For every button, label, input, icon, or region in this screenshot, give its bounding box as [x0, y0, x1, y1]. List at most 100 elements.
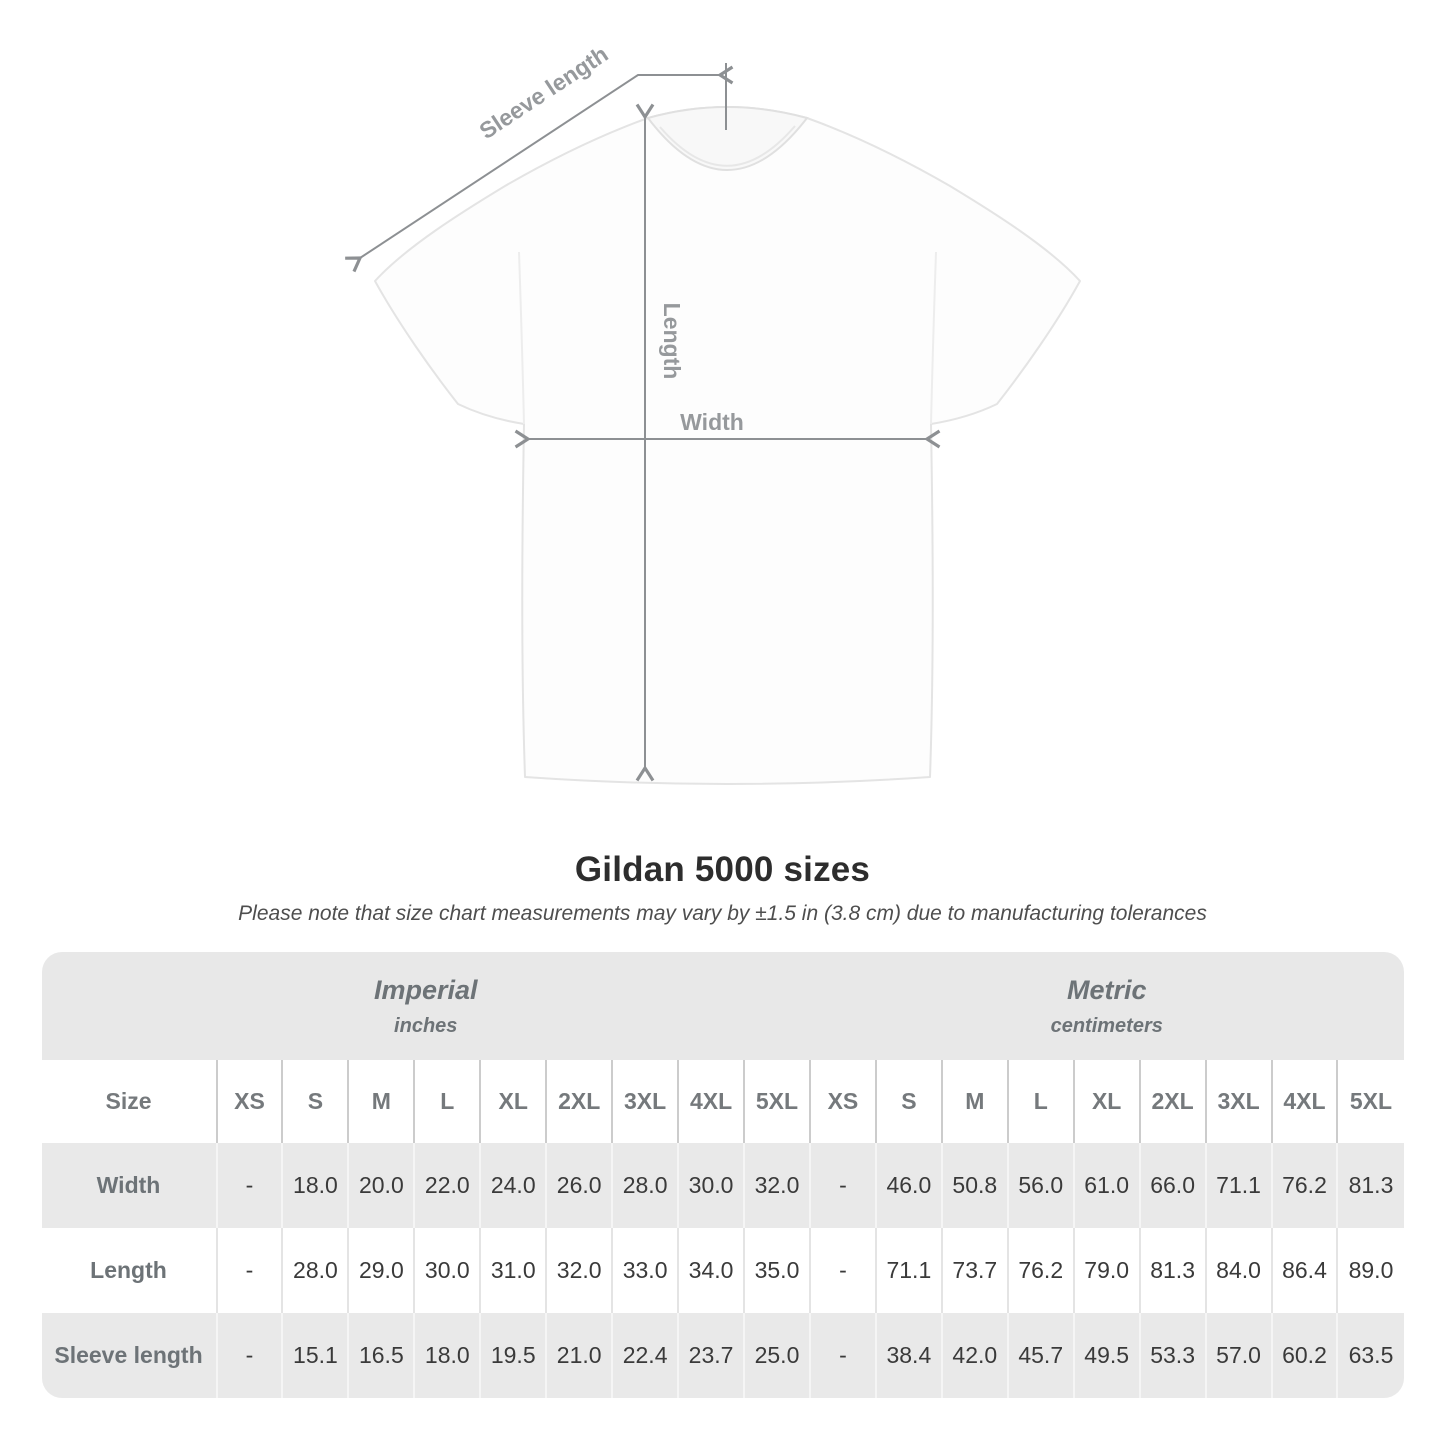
measurement-value: 22.0	[413, 1143, 481, 1228]
size-table: Imperial inches Metric centimeters Size …	[41, 952, 1404, 1398]
measurement-value: 60.2	[1270, 1313, 1338, 1398]
measurement-value: 18.0	[413, 1313, 481, 1398]
size-column-header: XS	[215, 1060, 283, 1143]
measurement-value: 32.0	[545, 1228, 613, 1313]
size-column-header: 4XL	[677, 1060, 745, 1143]
measurement-value: -	[808, 1143, 876, 1228]
measurement-value: 71.1	[874, 1228, 942, 1313]
measurement-value: 71.1	[1204, 1143, 1272, 1228]
measurement-value: 89.0	[1336, 1228, 1404, 1313]
size-column-header: S	[874, 1060, 942, 1143]
measurement-value: 53.3	[1138, 1313, 1206, 1398]
size-column-header: L	[1006, 1060, 1074, 1143]
size-column-header: M	[940, 1060, 1008, 1143]
imperial-label: Imperial	[373, 974, 478, 1005]
page-title: Gildan 5000 sizes	[574, 850, 871, 889]
measurement-value: 81.3	[1138, 1228, 1206, 1313]
measurement-value: 50.8	[940, 1143, 1008, 1228]
tshirt-body	[374, 106, 1081, 785]
length-label: Length	[659, 303, 685, 380]
left-sleeve-seam	[518, 251, 525, 425]
measurement-value: 23.7	[677, 1313, 745, 1398]
measurement-value: 28.0	[281, 1228, 349, 1313]
tshirt-graphic: Sleeve length Length Width	[345, 41, 1081, 785]
imperial-header: Imperial inches	[41, 952, 810, 1060]
tshirt-measurement-diagram: Sleeve length Length Width	[345, 41, 1081, 785]
sleeve-length-arrow	[345, 65, 734, 273]
measurement-value: 31.0	[479, 1228, 547, 1313]
size-header-row: Size XS S M L XL 2XL 3XL 4XL 5XL XS S M L XL 2XL 3XL 4XL…	[41, 1060, 1404, 1143]
measurement-value: 76.2	[1006, 1228, 1074, 1313]
size-column-header: 2XL	[1138, 1060, 1206, 1143]
measurement-value: -	[215, 1228, 283, 1313]
measurement-value: 81.3	[1336, 1143, 1404, 1228]
measurement-value: 30.0	[677, 1143, 745, 1228]
size-column-title: Size	[41, 1060, 217, 1143]
measurement-value: 84.0	[1204, 1228, 1272, 1313]
measurement-value: 30.0	[413, 1228, 481, 1313]
measurement-value: 76.2	[1270, 1143, 1338, 1228]
size-column-header: 3XL	[1204, 1060, 1272, 1143]
right-sleeve-seam	[930, 251, 937, 425]
size-column-header: 5XL	[1336, 1060, 1404, 1143]
measurement-value: 66.0	[1138, 1143, 1206, 1228]
tolerance-note: Please note that size chart measurements…	[238, 902, 1207, 925]
size-column-header: XS	[808, 1060, 876, 1143]
measurement-row: Sleeve length -15.1 16.5 18.0 19.5 21.0 22.4 23…	[41, 1313, 1404, 1398]
measurement-value: 63.5	[1336, 1313, 1404, 1398]
measurement-rows: Width -18.0 20.0 22.0 24.0 26.0 28.0 30.0 32.0-4…	[41, 1143, 1404, 1398]
measurement-value: -	[215, 1313, 283, 1398]
measurement-value: 34.0	[677, 1228, 745, 1313]
measurement-value: 18.0	[281, 1143, 349, 1228]
size-column-header: 3XL	[611, 1060, 679, 1143]
measurement-label: Length	[90, 1257, 167, 1283]
measurement-value: -	[215, 1143, 283, 1228]
measurement-value: -	[808, 1313, 876, 1398]
measurement-value: 20.0	[347, 1143, 415, 1228]
measurement-value: 49.5	[1072, 1313, 1140, 1398]
measurement-value: 33.0	[611, 1228, 679, 1313]
measurement-value: 29.0	[347, 1228, 415, 1313]
size-column-header: 4XL	[1270, 1060, 1338, 1143]
size-column-header: L	[413, 1060, 481, 1143]
measurement-value: 86.4	[1270, 1228, 1338, 1313]
measurement-value: 45.7	[1006, 1313, 1074, 1398]
measurement-row: Width -18.0 20.0 22.0 24.0 26.0 28.0 30.0 32.0-4…	[41, 1143, 1404, 1228]
measurement-label: Sleeve length	[54, 1342, 203, 1368]
measurement-value: 25.0	[743, 1313, 810, 1398]
measurement-value: 79.0	[1072, 1228, 1140, 1313]
measurement-value: 57.0	[1204, 1313, 1272, 1398]
imperial-units: inches	[394, 1014, 458, 1037]
measurement-value: 26.0	[545, 1143, 613, 1228]
measurement-value: 19.5	[479, 1313, 547, 1398]
size-table-grid: Imperial inches Metric centimeters Size …	[41, 952, 1404, 1398]
measurement-value: 28.0	[611, 1143, 679, 1228]
measurement-value: 35.0	[743, 1228, 810, 1313]
size-column-header: 5XL	[743, 1060, 810, 1143]
size-column-header: XL	[1072, 1060, 1140, 1143]
measurement-row: Length -28.0 29.0 30.0 31.0 32.0 33.0 34.0 35.0-…	[41, 1228, 1404, 1313]
measurement-value: 16.5	[347, 1313, 415, 1398]
measurement-value: 73.7	[940, 1228, 1008, 1313]
measurement-value: 21.0	[545, 1313, 613, 1398]
size-column-header: S	[281, 1060, 349, 1143]
measurement-value: 42.0	[940, 1313, 1008, 1398]
metric-units: centimeters	[1050, 1014, 1163, 1037]
width-label: Width	[680, 409, 744, 435]
size-column-header: M	[347, 1060, 415, 1143]
size-column-header: XL	[479, 1060, 547, 1143]
sleeve-length-label: Sleeve length	[475, 41, 613, 144]
measurement-value: 38.4	[874, 1313, 942, 1398]
measurement-value: 56.0	[1006, 1143, 1074, 1228]
measurement-value: 32.0	[743, 1143, 810, 1228]
unit-header-row: Imperial inches Metric centimeters	[41, 952, 1404, 1060]
measurement-value: 61.0	[1072, 1143, 1140, 1228]
measurement-value: 15.1	[281, 1313, 349, 1398]
measurement-value: -	[808, 1228, 876, 1313]
measurement-value: 24.0	[479, 1143, 547, 1228]
measurement-label: Width	[96, 1172, 161, 1198]
metric-header: Metric centimeters	[809, 952, 1404, 1060]
size-column-header: 2XL	[545, 1060, 613, 1143]
measurement-value: 46.0	[874, 1143, 942, 1228]
measurement-value: 22.4	[611, 1313, 679, 1398]
